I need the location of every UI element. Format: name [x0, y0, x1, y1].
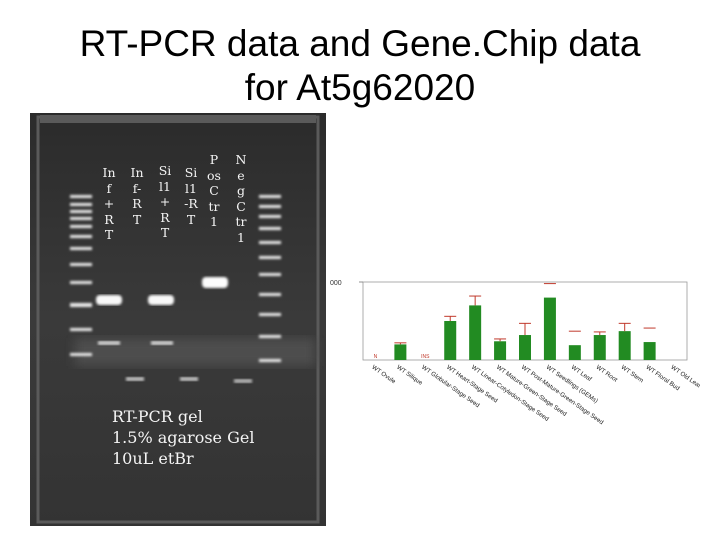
gel-lane-label-3: Sil1+RT — [158, 163, 172, 240]
ladder-left — [70, 195, 92, 356]
bar-2 — [394, 344, 407, 360]
marker-1: N — [374, 354, 378, 360]
gel-image: Inf+RT Inf-RT Sil1+RT Sil1-RT PosCtr1 NegCtr1… — [30, 113, 326, 526]
gel-photo — [30, 113, 326, 526]
bar-4 — [444, 321, 457, 360]
bar-8 — [543, 297, 556, 360]
ladder-right — [259, 195, 281, 362]
category-label-10: WT Root — [595, 364, 619, 384]
slide-title-line-2: for At5g62020 — [244, 67, 476, 108]
bar-10 — [593, 335, 606, 360]
gel-caption-line-1: RT-PCR gel — [112, 407, 203, 426]
gel-lane-label-4: Sil1-RT — [184, 165, 198, 227]
gel-lane-label-2: Inf-RT — [130, 165, 144, 227]
category-label-1: WT Ovule — [370, 364, 397, 386]
gel-lane-label-6: NegCtr1 — [235, 152, 247, 245]
bar-7 — [519, 335, 531, 360]
gel-lane-label-1: Inf+RT — [102, 165, 116, 242]
bar-11 — [618, 331, 631, 360]
slide-title-line-1: RT-PCR data and Gene.Chip data — [79, 23, 641, 64]
slide-title: RT-PCR data and Gene.Chip data for At5g6… — [0, 22, 720, 110]
category-label-2: WT Silique — [395, 364, 424, 387]
gel-lane-label-5: PosCtr1 — [207, 152, 221, 229]
gel-caption-line-3: 10uL etBr — [112, 449, 194, 468]
bar-6 — [494, 341, 507, 360]
bar-12 — [643, 342, 656, 360]
genechip-chart: 000 N WT Ovule WT Silique INS WT Globular-St… — [330, 185, 700, 455]
gel-top-edge — [40, 115, 316, 123]
gel-background — [30, 113, 326, 526]
sample-bands — [96, 277, 252, 383]
marker-3: INS — [421, 354, 430, 360]
gel-caption: RT-PCR gel 1.5% agarose Gel 10uL etBr — [112, 406, 254, 469]
bar-5 — [469, 305, 482, 360]
y-tick-label: 000 — [330, 280, 342, 287]
bar-9 — [568, 345, 581, 360]
gel-caption-line-2: 1.5% agarose Gel — [112, 428, 255, 447]
category-label-11: WT Stem — [620, 364, 645, 384]
